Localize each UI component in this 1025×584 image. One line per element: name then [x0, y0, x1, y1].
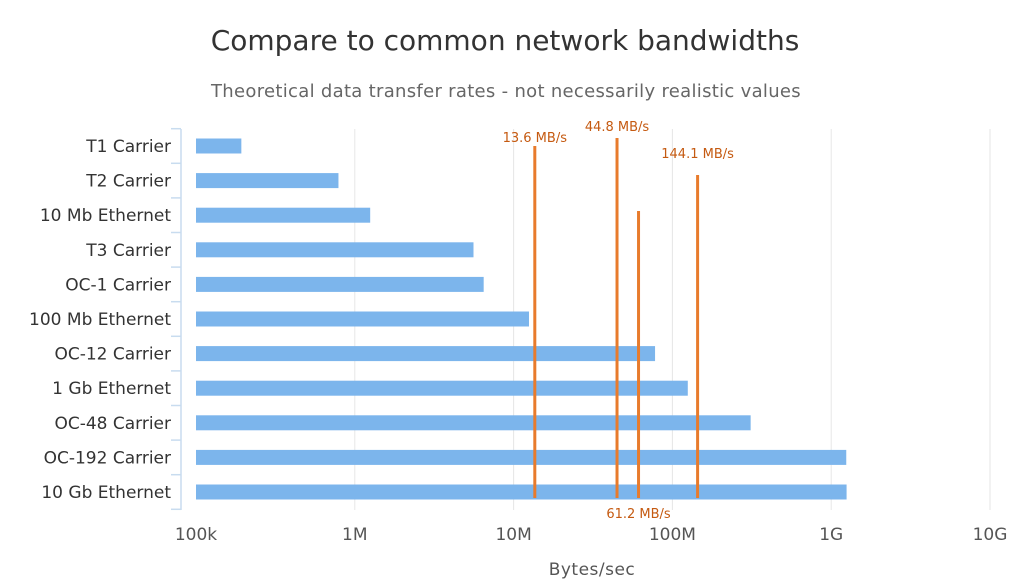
- reference-line-label: 61.2 MB/s: [606, 507, 671, 522]
- bars: [196, 138, 847, 500]
- category-label: T2 Carrier: [85, 172, 171, 192]
- chart-title: Compare to common network bandwidths: [211, 24, 800, 57]
- category-label: OC-48 Carrier: [54, 414, 171, 434]
- category-label: OC-12 Carrier: [54, 345, 171, 365]
- gridlines: [171, 127, 991, 511]
- bar: [196, 311, 529, 327]
- x-tick-label: 1G: [819, 525, 843, 545]
- bar: [196, 207, 371, 223]
- category-label: 1 Gb Ethernet: [52, 379, 171, 399]
- bar: [196, 276, 484, 292]
- bar: [196, 138, 242, 154]
- x-axis-ticks: 100k 1M 10M 100M 1G 10G: [175, 525, 1008, 545]
- category-labels: T1 Carrier T2 Carrier 10 Mb Ethernet T3 Car…: [29, 137, 171, 503]
- x-tick-label: 100k: [175, 525, 217, 545]
- x-tick-label: 10M: [495, 525, 531, 545]
- bar: [196, 346, 656, 362]
- x-tick-label: 100M: [649, 525, 696, 545]
- x-tick-label: 10G: [973, 525, 1008, 545]
- reference-line-label: 144.1 MB/s: [661, 147, 734, 162]
- bar: [196, 173, 339, 189]
- bar: [196, 415, 751, 431]
- chart-subtitle: Theoretical data transfer rates - not ne…: [210, 81, 801, 102]
- category-label: 10 Gb Ethernet: [41, 483, 171, 503]
- category-label: T3 Carrier: [85, 241, 171, 261]
- bar: [196, 449, 847, 465]
- category-label: 100 Mb Ethernet: [29, 310, 171, 330]
- x-tick-label: 1M: [342, 525, 367, 545]
- reference-line-label: 44.8 MB/s: [585, 120, 650, 135]
- x-axis-title: Bytes/sec: [549, 560, 636, 580]
- category-label: OC-1 Carrier: [65, 275, 171, 295]
- category-label: 10 Mb Ethernet: [40, 206, 171, 226]
- bar: [196, 242, 474, 258]
- bar: [196, 484, 847, 500]
- reference-line-label: 13.6 MB/s: [503, 131, 568, 146]
- category-label: OC-192 Carrier: [44, 448, 171, 468]
- category-label: T1 Carrier: [85, 137, 171, 157]
- bar: [196, 380, 688, 396]
- reference-lines: 13.6 MB/s 44.8 MB/s 61.2 MB/s 144.1 MB/s: [503, 120, 735, 522]
